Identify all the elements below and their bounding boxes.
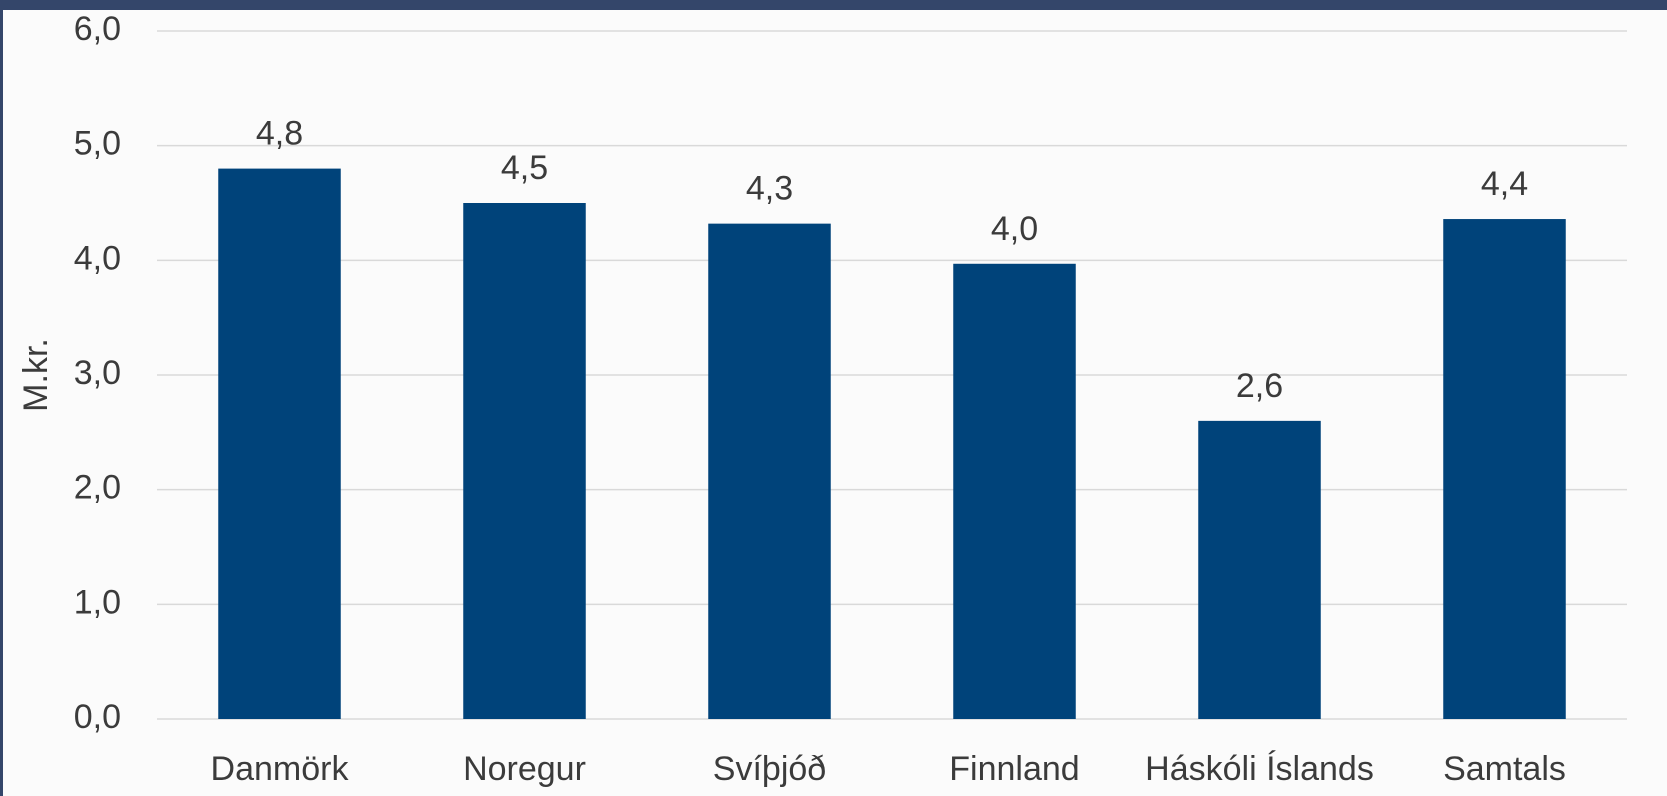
y-axis-label: M.kr.: [17, 338, 55, 412]
y-tick-label: 4,0: [74, 239, 121, 277]
y-tick-label: 2,0: [74, 469, 121, 507]
x-tick-label: Samtals: [1443, 750, 1566, 788]
x-tick-label: Danmörk: [211, 750, 350, 788]
x-tick-label: Noregur: [463, 750, 586, 788]
value-label: 4,8: [256, 115, 303, 153]
bar: [1443, 219, 1566, 719]
y-tick-label: 1,0: [74, 583, 121, 621]
value-label: 2,6: [1236, 367, 1283, 405]
y-tick-label: 0,0: [74, 698, 121, 736]
value-label: 4,0: [991, 210, 1038, 248]
value-label: 4,5: [501, 149, 548, 187]
bar: [218, 168, 341, 720]
bar: [463, 203, 586, 719]
bar: [708, 223, 831, 719]
bar: [953, 263, 1076, 719]
value-label: 4,3: [746, 170, 793, 208]
bar: [1198, 420, 1321, 719]
y-tick-label: 3,0: [74, 354, 121, 392]
x-tick-label: Finnland: [949, 750, 1079, 788]
y-tick-label: 6,0: [74, 10, 121, 48]
value-label: 4,4: [1481, 165, 1528, 203]
x-tick-label: Háskóli Íslands: [1145, 750, 1374, 788]
x-tick-label: Svíþjóð: [713, 750, 826, 788]
y-tick-label: 5,0: [74, 125, 121, 163]
